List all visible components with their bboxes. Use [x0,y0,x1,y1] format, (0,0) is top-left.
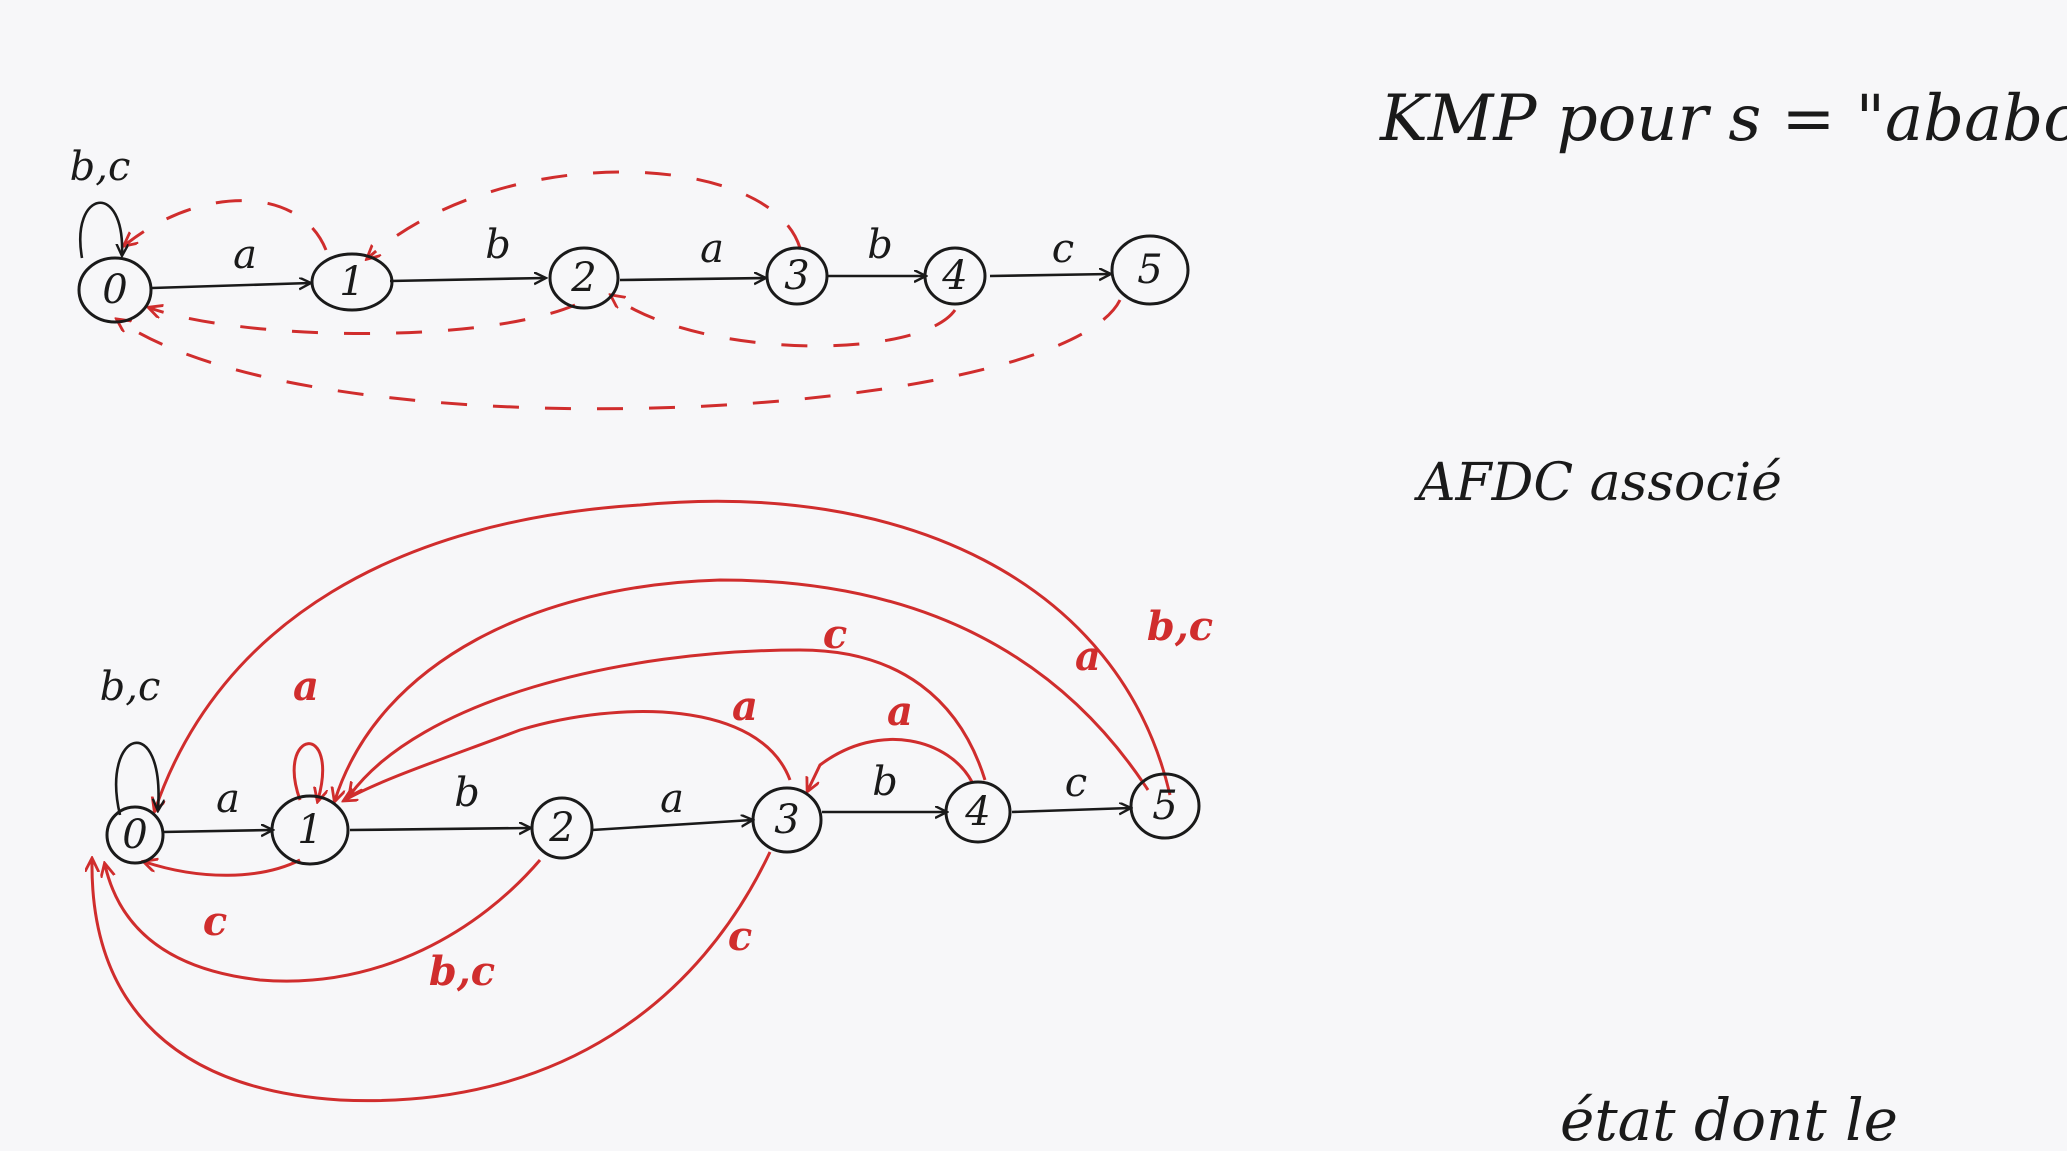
afdc-state-3: 3 [751,786,823,854]
kmp-edge-1-2 [389,278,545,281]
kmp-edge-2-3 [619,278,765,280]
kmp-state-0: 0 [77,256,153,324]
afdc-edge-label-4-1: c [823,611,847,658]
afdc-edge-1-0 [145,860,301,877]
afdc-edge-label-4-5: c [1065,760,1087,806]
kmp-state-2-label: 2 [570,255,596,301]
kmp-failure-link-1-0 [125,199,328,251]
afdc-edge-label-2-0: b,c [429,948,495,995]
kmp-edge-label-3-4: b [867,222,893,268]
kmp-edge-0-0 [79,201,122,258]
afdc-edge-5-1 [335,578,1150,800]
afdc-edge-label-3-4: b [872,759,898,805]
kmp-state-1-label: 1 [339,259,364,305]
afdc-edge-label-3-1: a [732,683,758,730]
afdc-state-2: 2 [530,796,594,860]
kmp-state-1: 1 [310,252,394,312]
afdc-edge-2-3 [591,820,752,832]
kmp-edge-label-0-0: b,c [70,144,131,190]
kmp-failure-link-3-1 [368,170,802,258]
notes-subtitle: AFDC associé [1414,453,1782,513]
afdc-state-4-label: 4 [964,789,990,835]
afdc-edge-label-3-0: c [728,913,752,960]
kmp-edge-label-1-2: b [485,222,511,268]
afdc-edge-label-1-1: a [293,663,319,710]
afdc-edge-label-4-3: a [887,688,913,735]
afdc-state-5-label: 5 [1152,783,1177,829]
afdc-edge-label-5-0: b,c [1147,603,1213,650]
afdc-state-1: 1 [270,794,350,866]
kmp-state-4-label: 4 [941,253,967,299]
afdc-edge-label-5-1: a [1075,633,1101,680]
afdc-state-1-label: 1 [297,807,322,853]
kmp-automaton: b,c a b a b c 0 1 2 3 4 [70,144,1190,411]
afdc-edge-5-0 [155,499,1172,810]
kmp-edge-label-4-5: c [1052,226,1074,272]
afdc-state-5: 5 [1129,772,1201,840]
kmp-state-3-label: 3 [784,253,809,299]
afdc-state-0: 0 [105,805,165,865]
kmp-state-3: 3 [765,246,829,306]
afdc-edge-4-1 [350,648,987,795]
afdc-state-0-label: 0 [122,812,147,858]
afdc-edge-1-2 [349,828,530,830]
afdc-edge-3-0 [92,851,772,1103]
afdc-edge-label-1-0: c [203,898,227,945]
afdc-edge-1-1 [292,742,322,800]
kmp-state-2: 2 [548,246,620,310]
kmp-state-4: 4 [923,246,987,306]
kmp-state-5: 5 [1110,234,1190,306]
afdc-edge-label-2-3: a [660,776,684,822]
kmp-state-5-label: 5 [1137,247,1162,293]
afdc-state-4: 4 [944,780,1012,844]
afdc-state-3-label: 3 [774,797,799,843]
afdc-edge-label-0-1: a [216,776,240,822]
afdc-automaton: b,c a c a a a c b,c c b,c a b [92,499,1213,1103]
afdc-edge-4-3 [808,738,974,790]
notes-title: KMP pour s = "ababc" [1379,82,2067,156]
kmp-state-0-label: 0 [102,267,127,313]
kmp-edge-0-1 [151,283,310,288]
kmp-failure-link-4-2 [612,296,957,348]
afdc-edge-4-5 [1011,808,1130,812]
afdc-edge-0-1 [161,830,272,832]
afdc-state-2-label: 2 [548,805,574,851]
afdc-edge-2-0 [105,859,542,983]
kmp-edge-label-2-3: a [700,226,724,272]
notes-bottom-fragment: état dont le [1560,1086,1898,1151]
afdc-edge-0-0 [114,741,158,816]
kmp-edge-4-5 [989,274,1110,276]
kmp-edge-label-0-1: a [233,232,257,278]
afdc-edge-label-1-2: b [454,770,480,816]
kmp-failure-link-2-0 [150,303,576,335]
kmp-failure-link-5-0 [118,299,1122,411]
afdc-edge-3-1 [345,710,792,800]
afdc-edge-label-0-0: b,c [100,664,161,710]
